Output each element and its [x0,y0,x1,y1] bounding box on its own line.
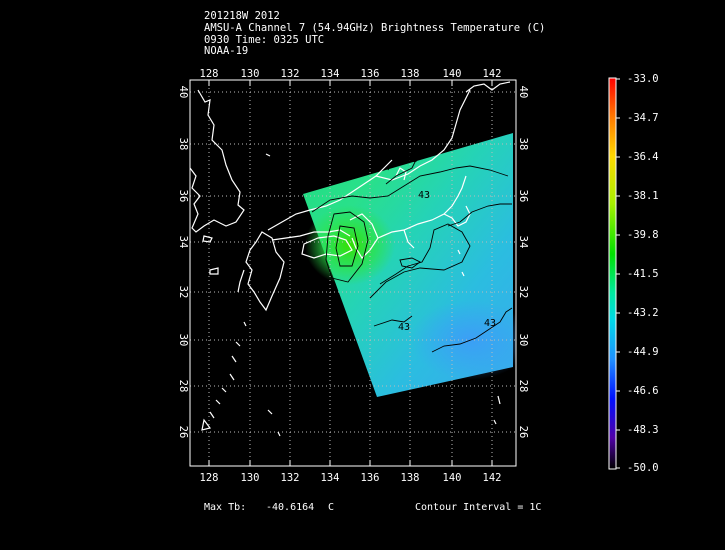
lon-tick-label: 128 [200,68,219,80]
lat-tick-label: 30 [517,334,529,347]
lon-tick-label: 134 [321,472,340,484]
colorbar-label: -48.3 [627,424,659,436]
title-line-4: NOAA-19 [204,45,249,57]
lat-tick-label: 32 [517,286,529,299]
lon-labels-bottom: 128 130 132 134 136 138 140 142 [200,472,502,484]
title-line-2: AMSU-A Channel 7 (54.94GHz) Brightness T… [204,22,546,34]
lat-labels-right: 40 38 36 34 32 30 28 26 [517,86,529,439]
title-line-1: 201218W 2012 [204,10,280,22]
lat-tick-label: 28 [517,380,529,393]
colorbar-label: -36.4 [627,151,659,163]
colorbar [608,77,617,470]
contours [311,151,513,353]
lon-tick-label: 138 [401,472,420,484]
lon-tick-label: 130 [241,472,260,484]
lon-tick-label: 128 [200,472,219,484]
colorbar-label: -39.8 [627,229,659,241]
colorbar-label: -43.2 [627,307,659,319]
lat-tick-label: 36 [517,190,529,203]
lon-tick-label: 132 [281,68,300,80]
lat-tick-label: 38 [517,138,529,151]
colorbar-label: -44.9 [627,346,659,358]
contour-label: 43 [418,190,430,201]
brightness-swath [303,133,516,397]
lat-tick-label: 36 [177,190,189,203]
lat-tick-label: 26 [177,426,189,439]
contour-label: 43 [398,322,410,333]
lat-tick-label: 40 [517,86,529,99]
contour-label: 43 [406,154,418,165]
lon-labels-top: 128 130 132 134 136 138 140 142 [200,68,502,80]
lon-tick-label: 134 [321,68,340,80]
lon-tick-label: 130 [241,68,260,80]
lat-labels-left: 40 38 36 34 32 30 28 26 [177,86,189,439]
max-tb-unit: C [328,502,335,513]
map-frame [189,79,517,467]
max-tb-value: -40.6164 [266,502,315,513]
colorbar-label: -33.0 [627,73,659,85]
max-tb-label: Max Tb: [204,502,247,513]
lon-tick-label: 140 [443,68,462,80]
lon-tick-label: 138 [401,68,420,80]
lon-tick-label: 142 [483,68,502,80]
contour-interval: Contour Interval = 1C [415,502,542,513]
colorbar-label: -34.7 [627,112,659,124]
lon-tick-label: 136 [361,472,380,484]
contour-labels: 43 43 43 43 [398,154,496,333]
lon-tick-label: 136 [361,68,380,80]
lon-tick-label: 132 [281,472,300,484]
graticule [190,80,516,466]
lat-tick-label: 38 [177,138,189,151]
title-line-3: 0930 Time: 0325 UTC [204,34,325,46]
colorbar-label: -50.0 [627,462,659,474]
colorbar-label: -41.5 [627,268,659,280]
lon-tick-label: 142 [483,472,502,484]
frame-ticks [208,80,493,466]
lat-tick-label: 26 [517,426,529,439]
colorbar-label: -46.6 [627,385,659,397]
colorbar-label: -38.1 [627,190,659,202]
colorbar-ticks [616,78,620,469]
lat-tick-label: 40 [177,86,189,99]
lat-tick-label: 34 [517,236,529,249]
lon-tick-label: 140 [443,472,462,484]
contour-label: 43 [484,318,496,329]
lat-tick-label: 34 [177,236,189,249]
lat-tick-label: 28 [177,380,189,393]
lat-tick-label: 32 [177,286,189,299]
lat-tick-label: 30 [177,334,189,347]
